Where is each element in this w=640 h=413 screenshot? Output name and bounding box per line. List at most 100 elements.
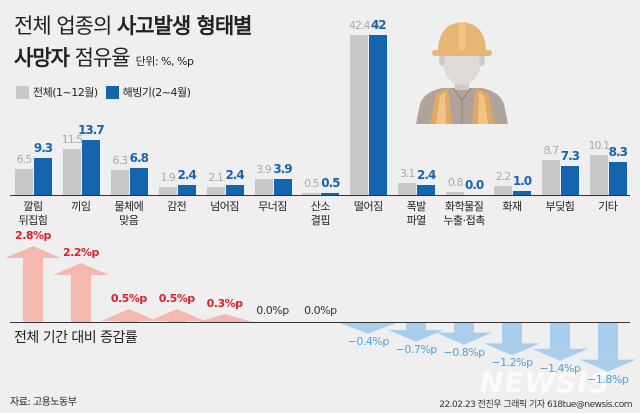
bar-total bbox=[541, 160, 560, 195]
category-label: 폭발 파열 bbox=[406, 200, 427, 227]
down-arrow-icon bbox=[388, 323, 445, 342]
change-label-down: −1.8%p bbox=[587, 372, 629, 386]
value-label-total: 10.1 bbox=[588, 138, 611, 152]
bar-thaw bbox=[177, 185, 196, 195]
chart-title-line2: 사망자 점유율 단위: %, %p bbox=[14, 42, 194, 72]
value-label-total: 42.4 bbox=[349, 19, 371, 32]
value-label-total: 0.8 bbox=[447, 175, 464, 189]
value-label-total: 2.1 bbox=[208, 170, 224, 184]
value-label-total: 3.9 bbox=[256, 163, 272, 177]
bar-total bbox=[15, 169, 33, 195]
change-label-zero: 0.0%p bbox=[304, 304, 337, 317]
category-label: 기타 bbox=[598, 200, 618, 213]
value-label-total: 1.9 bbox=[160, 171, 176, 185]
category-label: 화학물질 누출·접촉 bbox=[443, 200, 485, 227]
value-label-total: 0.5 bbox=[304, 177, 320, 190]
down-arrow-icon bbox=[484, 323, 540, 356]
chart-title-line1: 전체 업종의 사고발생 형태별 bbox=[14, 10, 253, 40]
category-label: 산소 결핍 bbox=[310, 200, 331, 227]
change-label-up: 2.2%p bbox=[62, 245, 99, 259]
value-label-total: 6.3 bbox=[112, 153, 129, 167]
up-arrow-icon bbox=[196, 313, 253, 322]
value-label-thaw: 0.0 bbox=[464, 178, 484, 192]
bar-total bbox=[62, 149, 81, 195]
value-label-total: 6.5 bbox=[16, 153, 33, 166]
bar-thaw bbox=[321, 193, 340, 195]
change-label-down: −1.4%p bbox=[539, 361, 581, 375]
value-label-thaw: 0.5 bbox=[321, 176, 340, 190]
legend-label-total: 전체(1~12월) bbox=[33, 86, 98, 99]
up-arrow-icon bbox=[52, 262, 109, 322]
value-label-thaw: 2.4 bbox=[417, 168, 436, 183]
value-label-thaw: 9.3 bbox=[33, 140, 53, 155]
bar-total bbox=[350, 35, 369, 195]
bar-total bbox=[589, 154, 608, 195]
category-label: 끼임 bbox=[71, 200, 91, 213]
category-label: 깔림 뒤집힘 bbox=[18, 200, 48, 227]
bar-total bbox=[398, 182, 417, 195]
bar-thaw bbox=[417, 185, 436, 195]
bar-total bbox=[254, 179, 273, 195]
value-label-total: 8.7 bbox=[543, 144, 560, 158]
bar-total bbox=[110, 169, 129, 195]
change-section-title: 전체 기간 대비 증감률 bbox=[14, 330, 138, 346]
change-label-down: −0.8%p bbox=[443, 345, 486, 359]
value-label-thaw: 13.7 bbox=[78, 123, 105, 138]
value-label-thaw: 8.3 bbox=[608, 144, 628, 159]
category-label: 무너짐 bbox=[258, 200, 287, 213]
change-label-up: 0.5%p bbox=[158, 291, 195, 305]
bar-thaw bbox=[513, 191, 531, 195]
source-label: 자료: 고용노동부 bbox=[10, 397, 77, 408]
construction-worker-icon bbox=[416, 22, 508, 124]
legend-label-thaw: 해빙기(2~4월) bbox=[122, 86, 191, 99]
down-arrow-icon bbox=[436, 323, 493, 345]
bar-thaw bbox=[369, 35, 388, 195]
down-arrow-icon bbox=[340, 323, 397, 334]
up-arrow-icon bbox=[5, 246, 61, 322]
unit-label: 단위: %, %p bbox=[135, 55, 194, 68]
title-bold-text: 사고발생 형태별 bbox=[116, 14, 253, 38]
value-label-thaw: 3.9 bbox=[273, 162, 292, 177]
category-label: 화재 bbox=[502, 200, 522, 213]
change-baseline bbox=[10, 322, 630, 323]
bar-thaw bbox=[34, 157, 52, 195]
change-label-down: −1.2%p bbox=[491, 356, 533, 370]
legend: 전체(1~12월) 해빙기(2~4월) bbox=[16, 84, 191, 100]
change-label-zero: 0.0%p bbox=[256, 304, 289, 317]
category-label: 떨어짐 bbox=[353, 200, 383, 213]
bar-thaw bbox=[608, 161, 627, 195]
bar-total bbox=[446, 191, 465, 195]
title-bold-text: 사망자 bbox=[14, 46, 70, 70]
change-label-down: −0.7%p bbox=[395, 342, 438, 356]
category-label: 넘어짐 bbox=[210, 200, 240, 213]
change-label-up: 0.5%p bbox=[110, 291, 147, 305]
category-label: 물체에 맞음 bbox=[114, 200, 144, 227]
category-label: 부딪힘 bbox=[545, 200, 575, 213]
down-arrow-icon bbox=[579, 323, 636, 372]
legend-swatch-blue bbox=[105, 85, 119, 99]
bar-thaw bbox=[129, 167, 148, 195]
value-label-thaw: 2.4 bbox=[177, 168, 197, 183]
category-label: 감전 bbox=[167, 200, 187, 213]
bar-total bbox=[158, 187, 177, 195]
bar-thaw bbox=[273, 179, 292, 195]
bar-thaw bbox=[560, 165, 579, 195]
chart-baseline bbox=[10, 195, 630, 196]
up-arrow-icon bbox=[148, 308, 205, 322]
bar-thaw bbox=[81, 140, 100, 195]
bar-total bbox=[494, 186, 512, 195]
bar-total bbox=[206, 186, 225, 195]
value-label-total: 11.5 bbox=[61, 133, 84, 146]
change-label-down: −0.4%p bbox=[347, 334, 390, 348]
bar-total bbox=[302, 193, 321, 195]
down-arrow-icon bbox=[531, 323, 588, 361]
value-label-thaw: 2.4 bbox=[225, 168, 244, 183]
value-label-thaw: 1.0 bbox=[512, 174, 532, 188]
legend-swatch-gray bbox=[16, 85, 29, 99]
change-label-up: 2.8%p bbox=[15, 229, 51, 243]
change-label-up: 0.3%p bbox=[206, 296, 243, 310]
value-label-thaw: 42 bbox=[370, 18, 387, 32]
up-arrow-icon bbox=[100, 308, 157, 322]
value-label-thaw: 6.8 bbox=[129, 150, 149, 165]
bar-thaw bbox=[225, 185, 244, 195]
